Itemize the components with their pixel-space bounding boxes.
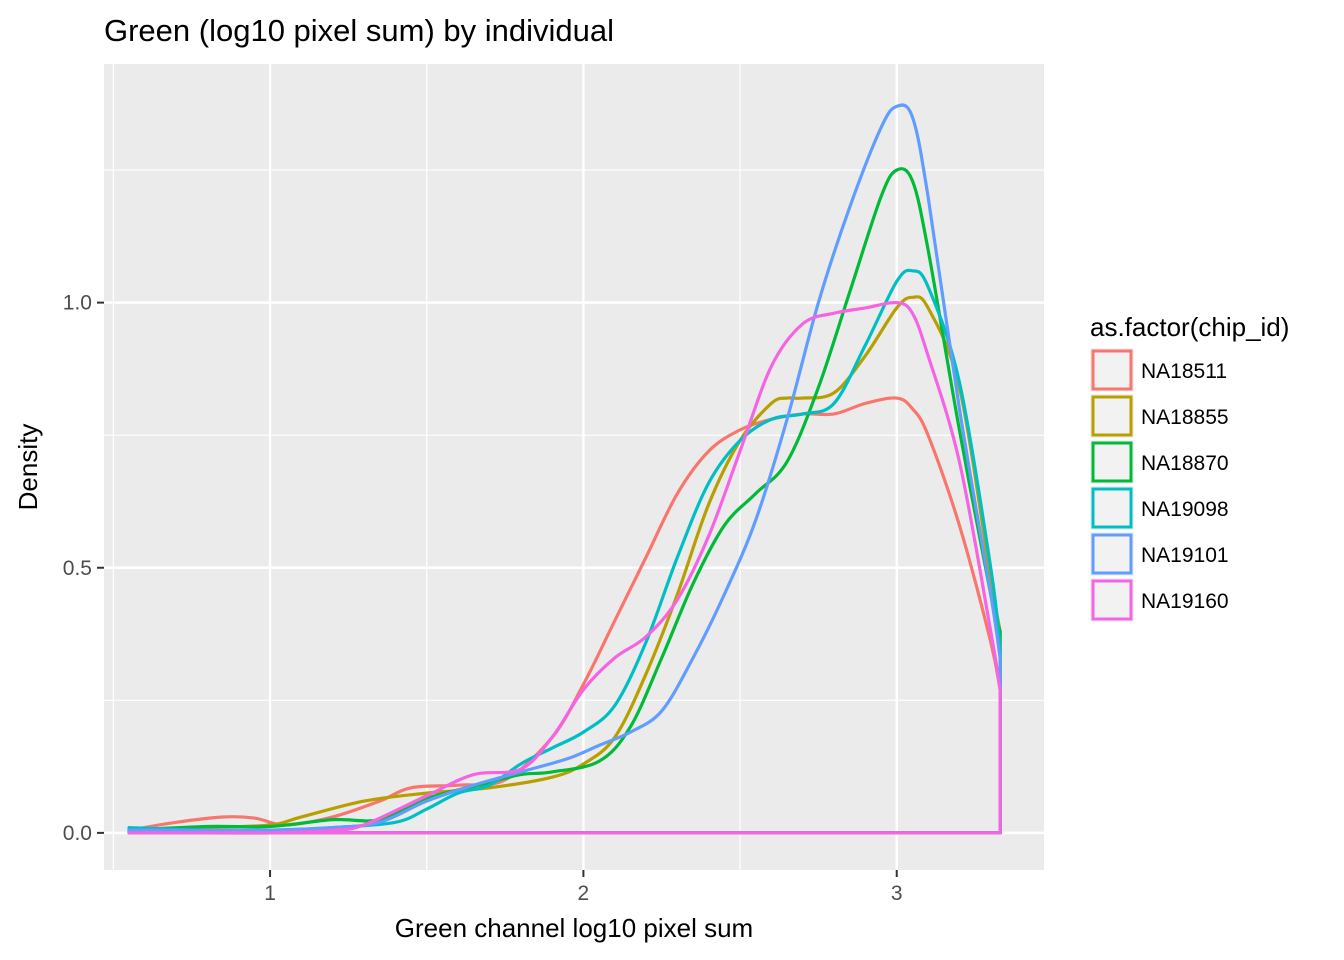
x-axis-label: Green channel log10 pixel sum [395,913,753,943]
legend-key-bg [1090,440,1134,484]
legend-label: NA18870 [1141,452,1229,475]
series-line-NA19101 [127,103,1002,835]
legend-key-bg [1090,578,1134,622]
series-lines [127,103,1002,835]
y-tick-label: 1.0 [63,292,92,315]
legend-key-NA19101 [1091,533,1133,575]
x-tick-label: 3 [891,882,903,905]
series-line-NA19160 [127,300,1002,835]
grid-minor [104,64,1044,870]
legend-key-bg [1090,486,1134,530]
x-tick-label: 1 [264,882,276,905]
legend-key-NA18511 [1091,349,1133,391]
legend-key-NA18855 [1091,395,1133,437]
legend-key-NA19160 [1091,579,1133,621]
legend: NA18511 NA18855 NA18870 NA19098 NA19101 NA191… [1090,348,1229,622]
x-tick-label: 2 [578,882,590,905]
y-tick-label: 0.0 [63,822,92,845]
y-axis-label: Density [13,424,43,511]
legend-key-bg [1090,394,1134,438]
legend-label: NA19098 [1141,498,1229,521]
x-axis: 1 2 3 [264,870,903,905]
plot-panel [104,64,1044,870]
legend-title: as.factor(chip_id) [1090,312,1289,342]
series-line-NA19098 [127,268,1002,835]
legend-label: NA18511 [1141,360,1227,383]
y-tick-label: 0.5 [63,557,92,580]
series-line-NA18870 [127,167,1002,835]
legend-label: NA19101 [1141,544,1229,567]
chart-title: Green (log10 pixel sum) by individual [104,13,614,48]
legend-key-bg [1090,532,1134,576]
legend-key-bg [1090,348,1134,392]
y-axis: 0.0 0.5 1.0 [63,292,104,845]
legend-label: NA19160 [1141,590,1229,613]
legend-key-NA19098 [1091,487,1133,529]
series-line-NA18855 [127,295,1002,835]
legend-key-NA18870 [1091,441,1133,483]
legend-label: NA18855 [1141,406,1229,429]
